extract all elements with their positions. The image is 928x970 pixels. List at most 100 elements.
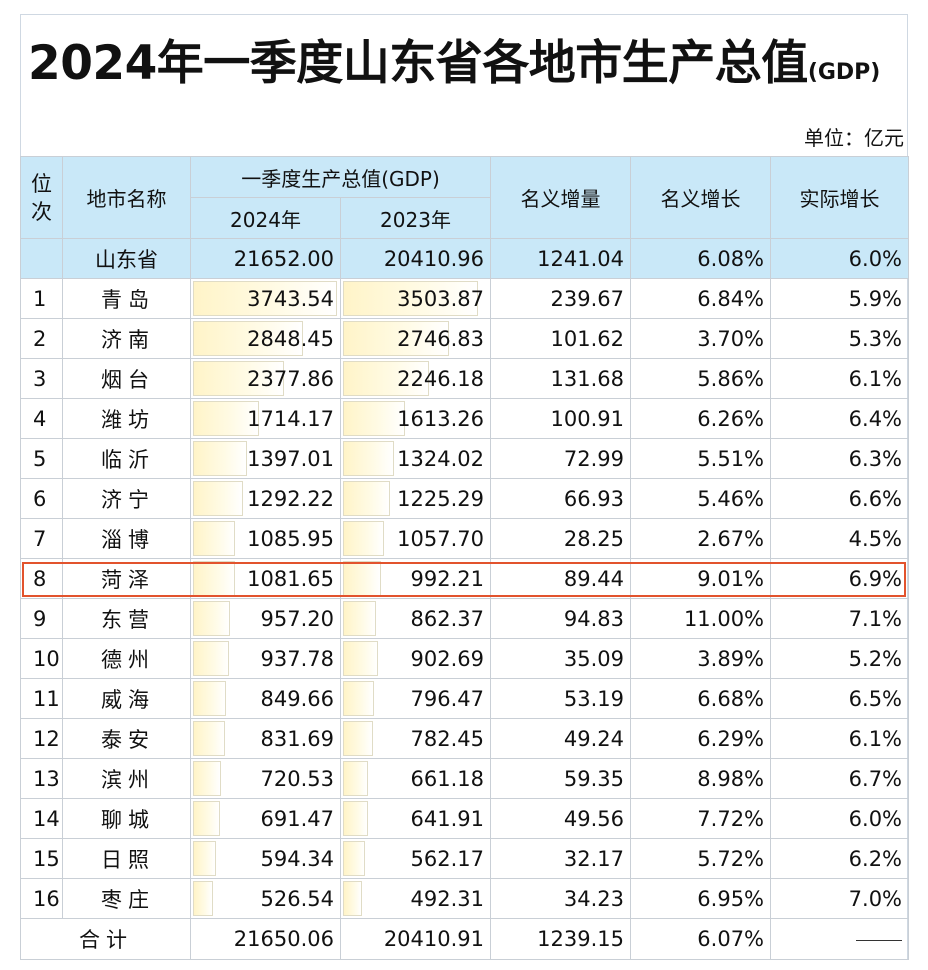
rank-cell: 13 bbox=[20, 758, 63, 799]
rank-cell: 11 bbox=[20, 678, 63, 719]
header-nominal-growth: 名义增长 bbox=[630, 156, 772, 239]
nominal-increase-cell: 66.93 bbox=[490, 478, 632, 519]
gdp2023-cell-value: 862.37 bbox=[410, 606, 485, 631]
rank-cell: 16 bbox=[20, 878, 63, 919]
gdp-data-bar bbox=[193, 641, 230, 676]
total-nominal-increase: 1239.15 bbox=[490, 918, 632, 960]
real-growth-cell: 6.1% bbox=[770, 358, 910, 399]
table-row: 11 威海 849.66 796.47 53.19 6.68% 6.5% bbox=[20, 678, 910, 719]
province-row: 山东省 21652.00 20410.96 1241.04 6.08% 6.0% bbox=[20, 238, 910, 279]
gdp2024-cell: 526.54 bbox=[190, 878, 341, 919]
nominal-growth-cell: 5.51% bbox=[630, 438, 772, 479]
rank-cell: 12 bbox=[20, 718, 63, 759]
nominal-growth-cell: 6.95% bbox=[630, 878, 772, 919]
table-row: 15 日照 594.34 562.17 32.17 5.72% 6.2% bbox=[20, 838, 910, 879]
city-cell: 菏泽 bbox=[62, 558, 191, 599]
gdp2023-cell: 3503.87 bbox=[339, 278, 492, 319]
title-main: 2024年一季度山东省各地市生产总值 bbox=[28, 36, 808, 91]
nominal-increase-cell: 59.35 bbox=[490, 758, 632, 799]
nominal-increase-cell: 100.91 bbox=[490, 398, 632, 439]
nominal-growth-cell: 2.67% bbox=[630, 518, 772, 559]
rank-cell: 8 bbox=[20, 558, 63, 599]
gdp2024-cell: 1081.65 bbox=[190, 558, 341, 599]
real-growth-cell: 4.5% bbox=[770, 518, 910, 559]
real-growth-cell: 5.9% bbox=[770, 278, 910, 319]
gdp2024-cell-value: 849.66 bbox=[260, 686, 334, 711]
city-cell: 德州 bbox=[62, 638, 191, 679]
gdp2023-cell: 1225.29 bbox=[339, 478, 492, 519]
gdp-data-bar bbox=[193, 441, 247, 476]
header-2023: 2023年 bbox=[339, 197, 492, 239]
gdp2024-cell-value: 1714.17 bbox=[247, 406, 334, 431]
gdp2024-cell-value: 1081.65 bbox=[247, 566, 334, 591]
nominal-growth-cell: 8.98% bbox=[630, 758, 772, 799]
gdp2023-cell-value: 782.45 bbox=[410, 726, 485, 751]
gdp2024-cell: 937.78 bbox=[190, 638, 341, 679]
gdp-data-bar bbox=[193, 521, 235, 556]
rank-cell: 7 bbox=[20, 518, 63, 559]
table-row: 13 滨州 720.53 661.18 59.35 8.98% 6.7% bbox=[20, 758, 910, 799]
gdp-data-bar bbox=[343, 721, 374, 756]
rank-cell: 10 bbox=[20, 638, 63, 679]
province-name: 山东省 bbox=[62, 238, 191, 279]
gdp2024-cell: 1292.22 bbox=[190, 478, 341, 519]
real-growth-cell: 7.0% bbox=[770, 878, 910, 919]
gdp-data-bar bbox=[343, 481, 391, 516]
gdp-data-bar bbox=[343, 401, 406, 436]
gdp2024-cell: 2377.86 bbox=[190, 358, 341, 399]
nominal-increase-cell: 32.17 bbox=[490, 838, 632, 879]
table-row: 8 菏泽 1081.65 992.21 89.44 9.01% 6.9% bbox=[20, 558, 910, 599]
gdp2024-cell: 1085.95 bbox=[190, 518, 341, 559]
table-row: 6 济宁 1292.22 1225.29 66.93 5.46% 6.6% bbox=[20, 478, 910, 519]
real-growth-cell: 6.3% bbox=[770, 438, 910, 479]
gdp2024-cell-value: 691.47 bbox=[260, 806, 334, 831]
table-row: 4 潍坊 1714.17 1613.26 100.91 6.26% 6.4% bbox=[20, 398, 910, 439]
gdp2024-cell-value: 1292.22 bbox=[247, 486, 334, 511]
header-gdp-group: 一季度生产总值(GDP) bbox=[189, 156, 492, 198]
table-row: 12 泰安 831.69 782.45 49.24 6.29% 6.1% bbox=[20, 718, 910, 759]
city-cell: 淄博 bbox=[62, 518, 191, 559]
gdp-data-bar bbox=[193, 601, 230, 636]
province-nominal-growth: 6.08% bbox=[630, 238, 772, 279]
gdp-data-bar bbox=[193, 281, 337, 316]
gdp2023-cell-value: 796.47 bbox=[410, 686, 485, 711]
gdp2023-cell-value: 3503.87 bbox=[397, 286, 485, 311]
gdp2023-cell: 2246.18 bbox=[339, 358, 492, 399]
nominal-increase-cell: 35.09 bbox=[490, 638, 632, 679]
gdp2023-cell-value: 992.21 bbox=[410, 566, 485, 591]
gdp2023-cell-value: 1057.70 bbox=[397, 526, 485, 551]
gdp-data-bar bbox=[343, 841, 365, 876]
gdp2024-cell: 691.47 bbox=[190, 798, 341, 839]
gdp2023-cell: 641.91 bbox=[339, 798, 492, 839]
city-cell: 临沂 bbox=[62, 438, 191, 479]
gdp-data-bar bbox=[193, 881, 214, 916]
total-gdp2023: 20410.91 bbox=[339, 918, 492, 960]
header-real-growth: 实际增长 bbox=[770, 156, 910, 239]
gdp2023-cell: 661.18 bbox=[339, 758, 492, 799]
province-real-growth: 6.0% bbox=[770, 238, 910, 279]
title-suffix: (GDP) bbox=[807, 60, 881, 85]
gdp2024-cell-value: 2848.45 bbox=[247, 326, 334, 351]
nominal-increase-cell: 28.25 bbox=[490, 518, 632, 559]
nominal-increase-cell: 94.83 bbox=[490, 598, 632, 639]
gdp2023-cell-value: 2746.83 bbox=[397, 326, 485, 351]
gdp2024-cell-value: 957.20 bbox=[260, 606, 334, 631]
nominal-increase-cell: 131.68 bbox=[490, 358, 632, 399]
real-growth-cell: 5.2% bbox=[770, 638, 910, 679]
gdp2024-cell-value: 1085.95 bbox=[247, 526, 334, 551]
gdp2024-cell: 1397.01 bbox=[190, 438, 341, 479]
nominal-growth-cell: 6.84% bbox=[630, 278, 772, 319]
total-label: 合计 bbox=[20, 918, 191, 960]
real-growth-cell: 7.1% bbox=[770, 598, 910, 639]
gdp-data-bar bbox=[343, 361, 430, 396]
gdp2024-cell: 957.20 bbox=[190, 598, 341, 639]
header-city: 地市名称 bbox=[62, 156, 191, 239]
gdp2023-cell: 1324.02 bbox=[339, 438, 492, 479]
nominal-increase-cell: 89.44 bbox=[490, 558, 632, 599]
gdp-data-bar bbox=[193, 721, 225, 756]
city-cell: 枣庄 bbox=[62, 878, 191, 919]
gdp2024-cell: 1714.17 bbox=[190, 398, 341, 439]
gdp2023-cell: 1613.26 bbox=[339, 398, 492, 439]
gdp2024-cell-value: 526.54 bbox=[260, 886, 334, 911]
gdp2023-cell: 902.69 bbox=[339, 638, 492, 679]
